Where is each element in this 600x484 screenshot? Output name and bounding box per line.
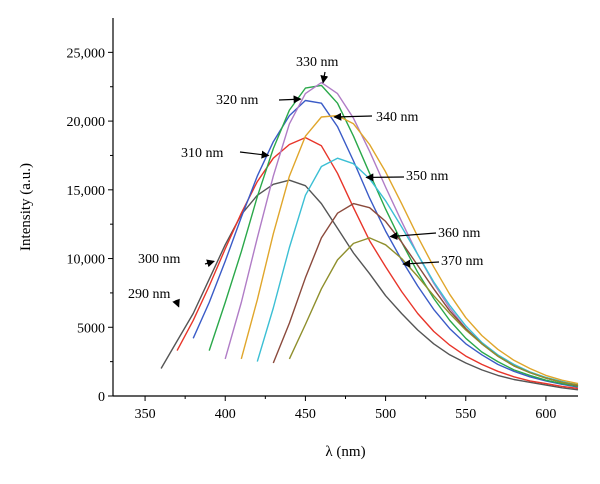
annotation-label: 320 nm	[216, 93, 259, 108]
annotation-label: 370 nm	[441, 254, 484, 269]
annotation-arrow	[320, 71, 329, 84]
annotation-320-nm: 320 nm	[216, 93, 302, 108]
annotation-label: 340 nm	[376, 110, 419, 125]
series-line-4	[208, 84, 579, 388]
series-line-5	[224, 81, 579, 387]
y-tick-label: 0	[98, 390, 105, 405]
y-tick-label: 25,000	[67, 46, 106, 61]
y-axis-ticks: 0 5000 10,000 15,000 20,000 25,000	[67, 46, 113, 405]
series-line-7	[256, 157, 579, 386]
annotation-arrow	[333, 112, 373, 121]
annotation-label: 290 nm	[128, 287, 171, 302]
annotation-290-nm: 290 nm	[128, 287, 180, 308]
annotation-350-nm: 350 nm	[365, 169, 449, 184]
x-tick-label: 600	[535, 407, 556, 422]
annotation-arrow	[389, 232, 437, 240]
annotation-arrow	[172, 298, 180, 308]
series-line-6	[240, 114, 579, 385]
x-axis-ticks: 350 400 450 500 550 600	[135, 396, 556, 422]
annotation-label: 310 nm	[181, 146, 224, 161]
annotations: 290 nm 300 nm 310 nm 320 nm 330 nm 340 nm 350 …	[128, 55, 484, 308]
y-tick-label: 10,000	[67, 253, 106, 268]
y-tick-label: 5000	[77, 321, 105, 336]
annotation-label: 360 nm	[438, 226, 481, 241]
series-lines	[160, 81, 579, 391]
y-tick-label: 20,000	[67, 115, 106, 130]
annotation-360-nm: 360 nm	[389, 226, 481, 241]
annotation-300-nm: 300 nm	[138, 252, 215, 268]
y-axis-title: Intensity (a.u.)	[18, 163, 34, 251]
annotation-310-nm: 310 nm	[181, 146, 270, 161]
series-line-1	[160, 179, 579, 391]
x-tick-label: 350	[135, 407, 156, 422]
annotation-arrow	[278, 95, 302, 104]
annotation-370-nm: 370 nm	[402, 254, 484, 269]
annotation-label: 330 nm	[296, 55, 339, 70]
x-tick-label: 500	[375, 407, 396, 422]
x-tick-label: 450	[295, 407, 316, 422]
x-tick-label: 400	[215, 407, 236, 422]
annotation-label: 350 nm	[406, 169, 449, 184]
x-tick-label: 550	[455, 407, 476, 422]
annotation-330-nm: 330 nm	[296, 55, 339, 84]
annotation-arrow	[239, 150, 270, 159]
x-axis-title: λ (nm)	[325, 444, 365, 460]
y-tick-label: 15,000	[67, 184, 106, 199]
series-line-3	[192, 99, 579, 388]
series-line-9	[288, 237, 579, 386]
annotation-340-nm: 340 nm	[333, 110, 419, 125]
series-line-2	[176, 136, 579, 390]
annotation-label: 300 nm	[138, 252, 181, 267]
annotation-arrow	[402, 259, 440, 268]
annotation-arrow	[204, 259, 215, 268]
